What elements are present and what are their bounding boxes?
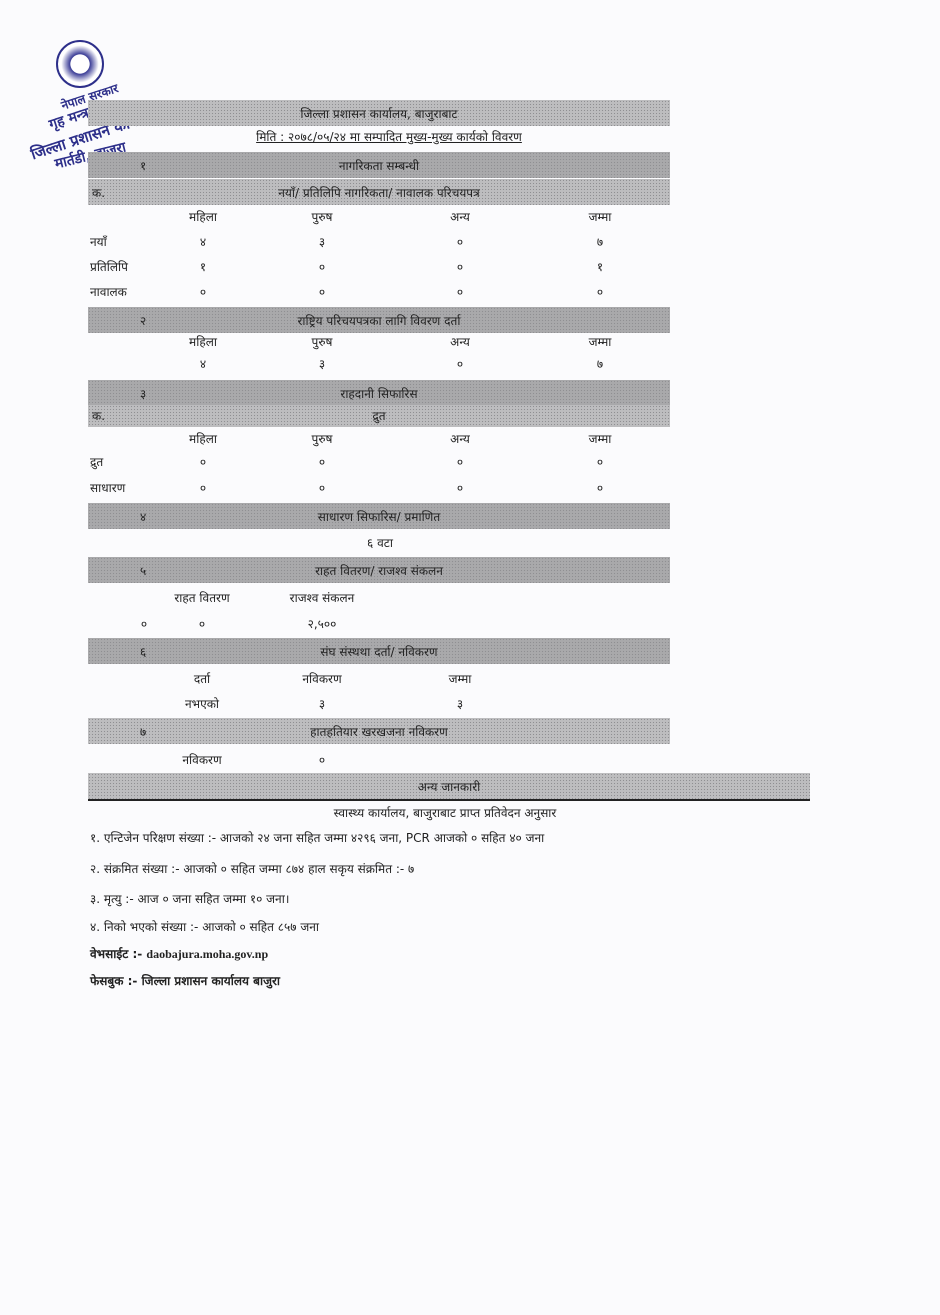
- cell: ०: [140, 617, 148, 631]
- row-label: नयाँ: [90, 235, 107, 249]
- cell: ०: [318, 260, 326, 274]
- nepal-emblem-icon: [56, 40, 104, 88]
- sub-label: क.: [92, 186, 106, 200]
- col-relief: राहत वितरण: [174, 591, 230, 605]
- section-number: २: [140, 314, 147, 328]
- section-7-bar: ७ हातहतियार खरखजना नविकरण: [88, 718, 670, 744]
- office-title: जिल्ला प्रशासन कार्यालय, बाजुराबाट: [300, 107, 458, 121]
- section-3-sub-bar: क. द्रुत: [88, 405, 670, 427]
- cell: नभएको: [184, 697, 220, 711]
- cell: ०: [456, 235, 464, 249]
- section-title: राहदानी सिफारिस: [340, 387, 418, 401]
- office-header-bar: जिल्ला प्रशासन कार्यालय, बाजुराबाट: [88, 100, 670, 126]
- sub-label: क.: [92, 409, 106, 423]
- section-number: ६: [140, 645, 147, 659]
- col-female: महिला: [189, 432, 217, 446]
- section-title: हातहतियार खरखजना नविकरण: [310, 725, 448, 739]
- section-5-bar: ५ राहत वितरण/ राजश्व संकलन: [88, 557, 670, 583]
- info-line: २. संक्रमित संख्या :- आजको ० सहित जम्मा …: [90, 862, 415, 876]
- col-total: जम्मा: [448, 672, 472, 686]
- cell: २,५००: [307, 617, 337, 631]
- website-line: वेभसाईट :- daobajura.moha.gov.np: [90, 945, 268, 962]
- cell: ४: [199, 235, 207, 249]
- section-title: अन्य जानकारी: [417, 780, 481, 794]
- cell: ०: [318, 285, 326, 299]
- cell: ०: [198, 617, 206, 631]
- sub-title: नयाँ/ प्रतिलिपि नागरिकता/ नावालक परिचयपत…: [278, 186, 480, 200]
- office-stamp: नेपाल सरकार गृह मन्त्रालय जिल्ला प्रशासन…: [22, 40, 172, 180]
- col-male: पुरुष: [311, 210, 333, 224]
- cell: ०: [456, 455, 464, 469]
- website-label: वेभसाईट :-: [90, 947, 143, 961]
- info-line: १. एन्टिजेन परिक्षण संख्या :- आजको २४ जन…: [90, 831, 545, 845]
- row-label: नावालक: [90, 285, 127, 299]
- section-title: राष्ट्रिय परिचयपत्रका लागि विवरण दर्ता: [297, 314, 461, 328]
- section-4-value: ६ वटा: [367, 536, 393, 550]
- cell: ७: [596, 357, 604, 371]
- section-6-bar: ६ संघ संस्थथा दर्ता/ नविकरण: [88, 638, 670, 664]
- section-title: साधारण सिफारिस/ प्रमाणित: [317, 510, 441, 524]
- section-title: नागरिकता सम्बन्धी: [338, 159, 420, 173]
- cell: ०: [596, 285, 604, 299]
- section-number: ५: [140, 564, 147, 578]
- section-3-bar: ३ राहदानी सिफारिस: [88, 380, 670, 406]
- cell: ०: [456, 260, 464, 274]
- cell: ०: [318, 481, 326, 495]
- cell: ३: [318, 235, 326, 249]
- section-4-bar: ४ साधारण सिफारिस/ प्रमाणित: [88, 503, 670, 529]
- renewal-label: नविकरण: [182, 753, 222, 767]
- col-male: पुरुष: [311, 335, 333, 349]
- section-number: १: [140, 159, 147, 173]
- col-female: महिला: [189, 210, 217, 224]
- cell: ३: [318, 357, 326, 371]
- section-title: राहत वितरण/ राजश्व संकलन: [315, 564, 443, 578]
- facebook-line: फेसबुक :- जिल्ला प्रशासन कार्यालय बाजुरा: [90, 974, 281, 988]
- col-total: जम्मा: [588, 210, 612, 224]
- cell: ०: [456, 481, 464, 495]
- sub-title: द्रुत: [372, 409, 386, 423]
- health-subtitle: स्वास्थ्य कार्यालय, बाजुराबाट प्राप्त प्…: [333, 806, 557, 820]
- section-number: ७: [140, 725, 147, 739]
- col-total: जम्मा: [588, 335, 612, 349]
- cell: १: [199, 260, 207, 274]
- cell: ०: [199, 455, 207, 469]
- report-subtitle: मिति : २०७८/०५/२४ मा सम्पादित मुख्य-मुख्…: [256, 130, 522, 144]
- row-label: प्रतिलिपि: [90, 260, 128, 274]
- section-number: ३: [140, 387, 147, 401]
- col-other: अन्य: [450, 432, 470, 446]
- cell: ०: [596, 455, 604, 469]
- cell: ०: [456, 357, 464, 371]
- col-other: अन्य: [450, 210, 470, 224]
- cell: ०: [199, 481, 207, 495]
- website-link[interactable]: daobajura.moha.gov.np: [146, 947, 269, 961]
- other-info-bar: अन्य जानकारी: [88, 773, 810, 801]
- cell: ०: [456, 285, 464, 299]
- cell: ०: [199, 285, 207, 299]
- col-revenue: राजश्व संकलन: [289, 591, 355, 605]
- info-line: ४. निको भएको संख्या :- आजको ० सहित ८५७ ज…: [90, 920, 320, 934]
- col-female: महिला: [189, 335, 217, 349]
- col-renewal: नविकरण: [302, 672, 342, 686]
- section-1-sub-bar: क. नयाँ/ प्रतिलिपि नागरिकता/ नावालक परिचय…: [88, 179, 670, 205]
- col-registration: दर्ता: [193, 672, 211, 686]
- section-2-bar: २ राष्ट्रिय परिचयपत्रका लागि विवरण दर्ता: [88, 307, 670, 333]
- col-other: अन्य: [450, 335, 470, 349]
- cell: ०: [596, 481, 604, 495]
- row-label: साधारण: [90, 481, 126, 495]
- section-title: संघ संस्थथा दर्ता/ नविकरण: [320, 645, 438, 659]
- col-male: पुरुष: [311, 432, 333, 446]
- cell: ७: [596, 235, 604, 249]
- cell: ०: [318, 455, 326, 469]
- cell: ४: [199, 357, 207, 371]
- row-label: द्रुत: [90, 455, 104, 469]
- cell: ०: [318, 753, 326, 767]
- section-number: ४: [140, 510, 147, 524]
- section-1-bar: १ नागरिकता सम्बन्धी: [88, 152, 670, 178]
- cell: १: [596, 260, 604, 274]
- col-total: जम्मा: [588, 432, 612, 446]
- cell: ३: [456, 697, 464, 711]
- info-line: ३. मृत्यु :- आज ० जना सहित जम्मा १० जना।: [90, 892, 290, 906]
- cell: ३: [318, 697, 326, 711]
